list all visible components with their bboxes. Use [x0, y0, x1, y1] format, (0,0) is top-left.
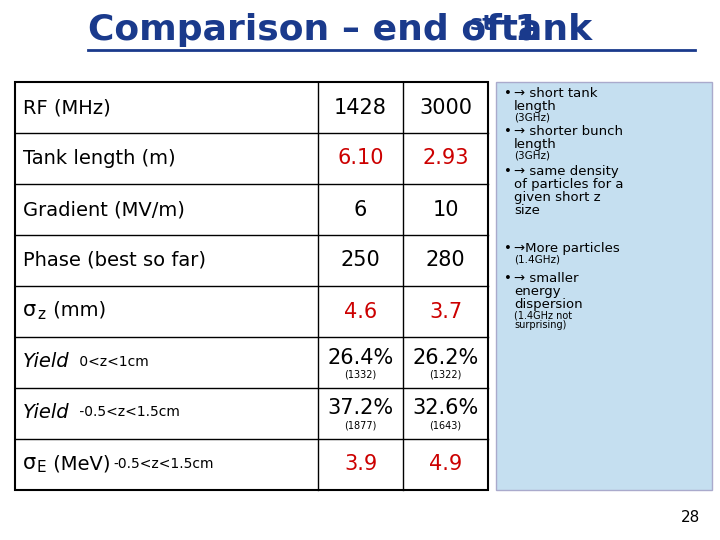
Text: 6.10: 6.10: [337, 148, 384, 168]
Text: (1643): (1643): [429, 421, 462, 430]
Text: Gradient (MV/m): Gradient (MV/m): [23, 200, 185, 219]
Text: (3GHz): (3GHz): [514, 113, 550, 123]
Text: -0.5<z<1.5cm: -0.5<z<1.5cm: [113, 456, 214, 470]
Text: 4.9: 4.9: [429, 455, 462, 475]
Text: tank: tank: [488, 13, 592, 47]
Text: (1.4GHz): (1.4GHz): [514, 255, 560, 265]
Text: •: •: [504, 125, 512, 138]
Text: (mm): (mm): [47, 301, 106, 320]
Text: (3GHz): (3GHz): [514, 151, 550, 161]
Text: z: z: [37, 307, 45, 322]
Text: → smaller: → smaller: [514, 272, 578, 285]
Text: 26.4%: 26.4%: [328, 348, 394, 368]
Text: 26.2%: 26.2%: [413, 348, 479, 368]
Text: Tank length (m): Tank length (m): [23, 149, 176, 168]
Text: → short tank: → short tank: [514, 87, 598, 100]
Text: 0<z<1cm: 0<z<1cm: [75, 354, 149, 368]
Text: •: •: [504, 165, 512, 178]
Text: 28: 28: [680, 510, 700, 525]
Text: 250: 250: [341, 251, 380, 271]
Text: (1322): (1322): [429, 369, 462, 380]
Text: 3000: 3000: [419, 98, 472, 118]
Bar: [15, 82, 488, 490]
Bar: [496, 82, 712, 490]
Text: 3.9: 3.9: [344, 455, 377, 475]
Text: •: •: [504, 272, 512, 285]
Text: surprising): surprising): [514, 320, 567, 330]
Text: Comparison – end of 1: Comparison – end of 1: [88, 13, 539, 47]
Text: (MeV): (MeV): [47, 454, 110, 473]
Text: 37.2%: 37.2%: [328, 399, 394, 418]
Text: σ: σ: [23, 300, 36, 320]
Text: 280: 280: [426, 251, 465, 271]
Text: st: st: [470, 14, 494, 34]
Text: energy: energy: [514, 285, 561, 298]
Text: given short z: given short z: [514, 191, 600, 204]
Text: 32.6%: 32.6%: [413, 399, 479, 418]
Text: •: •: [504, 242, 512, 255]
Text: dispersion: dispersion: [514, 298, 582, 311]
Text: 4.6: 4.6: [344, 301, 377, 321]
Text: of particles for a: of particles for a: [514, 178, 624, 191]
Text: σ: σ: [23, 453, 36, 473]
Text: (1332): (1332): [344, 369, 377, 380]
Text: (1.4GHz not: (1.4GHz not: [514, 311, 572, 321]
Text: Yield: Yield: [23, 352, 70, 371]
Text: RF (MHz): RF (MHz): [23, 98, 111, 117]
Text: 3.7: 3.7: [429, 301, 462, 321]
Text: E: E: [37, 460, 47, 475]
Text: → shorter bunch: → shorter bunch: [514, 125, 623, 138]
Text: Yield: Yield: [23, 403, 70, 422]
Text: -0.5<z<1.5cm: -0.5<z<1.5cm: [75, 406, 180, 420]
Text: Phase (best so far): Phase (best so far): [23, 251, 206, 270]
Text: 2.93: 2.93: [422, 148, 469, 168]
Text: →More particles: →More particles: [514, 242, 620, 255]
Text: → same density: → same density: [514, 165, 618, 178]
Text: (1877): (1877): [344, 421, 377, 430]
Text: 6: 6: [354, 199, 367, 219]
Text: 1428: 1428: [334, 98, 387, 118]
Text: length: length: [514, 100, 557, 113]
Text: 10: 10: [432, 199, 459, 219]
Text: size: size: [514, 204, 540, 217]
Text: length: length: [514, 138, 557, 151]
Text: •: •: [504, 87, 512, 100]
